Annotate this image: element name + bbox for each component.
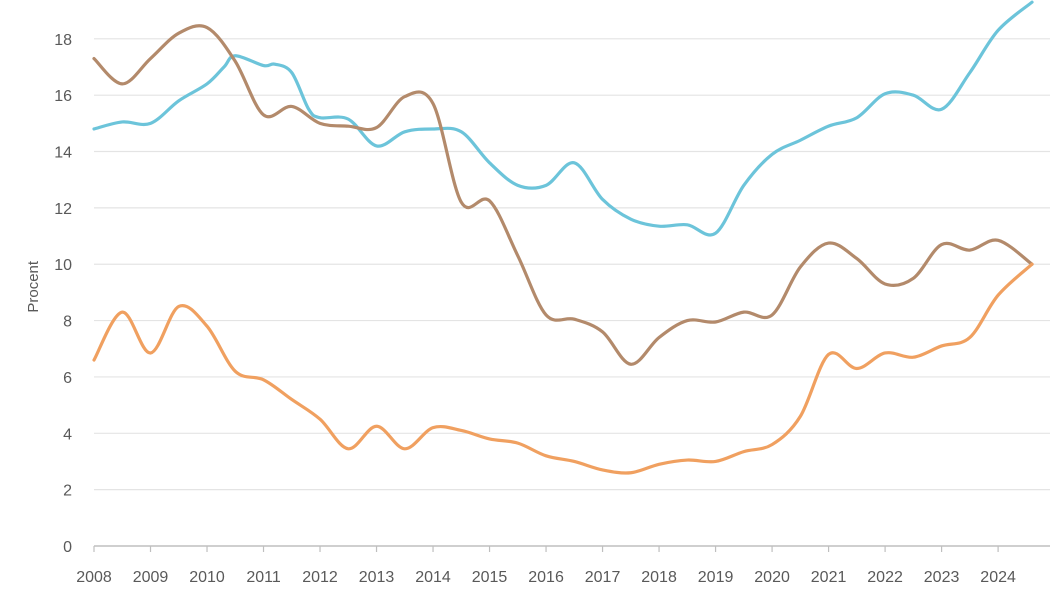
x-tick-label-2009: 2009: [133, 569, 169, 586]
x-tick-label-2010: 2010: [189, 569, 225, 586]
y-tick-label-4: 4: [63, 426, 72, 443]
x-tick-label-2012: 2012: [302, 569, 338, 586]
x-tick-label-2015: 2015: [472, 569, 508, 586]
x-tick-label-2014: 2014: [415, 569, 451, 586]
x-tick-label-2017: 2017: [585, 569, 621, 586]
grid-lines: [94, 38, 1050, 491]
x-tick-label-2016: 2016: [528, 569, 564, 586]
series-line-3: [92, 262, 1034, 475]
y-tick-label-10: 10: [54, 257, 72, 274]
y-tick-label-16: 16: [54, 88, 72, 105]
x-tick-label-2018: 2018: [641, 569, 677, 586]
y-tick-label-2: 2: [63, 483, 72, 500]
axes: [93, 545, 1050, 552]
y-tick-label-18: 18: [54, 32, 72, 49]
series-line-2: [92, 24, 1034, 366]
x-tick-label-2021: 2021: [811, 569, 847, 586]
y-tick-label-12: 12: [54, 201, 72, 218]
y-tick-label-14: 14: [54, 145, 72, 162]
x-tick-label-2013: 2013: [359, 569, 395, 586]
y-tick-label-8: 8: [63, 314, 72, 331]
x-tick-label-2008: 2008: [76, 569, 112, 586]
x-tick-label-2024: 2024: [980, 569, 1016, 586]
x-tick-label-2011: 2011: [246, 569, 281, 586]
y-tick-label-0: 0: [63, 539, 72, 556]
series-line-1: [92, 0, 1034, 237]
y-axis-title: Procent: [25, 260, 42, 313]
series-lines: [92, 0, 1034, 475]
x-tick-labels: 2008 2009 2010 2011 2012 2013 2014 2015 2016 2017…: [76, 569, 1016, 586]
y-tick-label-6: 6: [63, 370, 72, 387]
x-tick-label-2023: 2023: [924, 569, 960, 586]
x-tick-label-2022: 2022: [867, 569, 903, 586]
x-tick-label-2020: 2020: [754, 569, 790, 586]
y-tick-labels: 0 2 4 6 8 10 12 14 16 18: [54, 32, 72, 556]
x-tick-label-2019: 2019: [698, 569, 734, 586]
